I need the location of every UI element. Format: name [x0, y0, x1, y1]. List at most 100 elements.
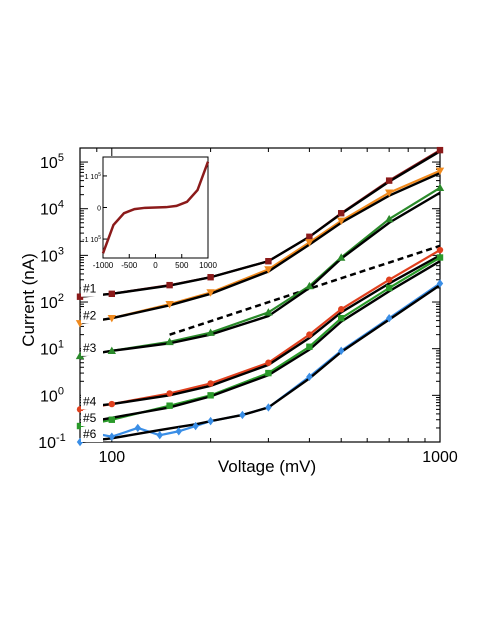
- data-point: [306, 331, 313, 338]
- data-point: [175, 427, 182, 436]
- data-point: [385, 314, 393, 323]
- series-fit-line: [79, 284, 441, 444]
- series-fit-line: [79, 191, 441, 358]
- data-point: [385, 284, 393, 292]
- data-point: [338, 306, 345, 313]
- data-point: [206, 328, 215, 336]
- data-point: [207, 274, 214, 281]
- data-point: [264, 266, 273, 274]
- data-point: [166, 281, 173, 289]
- data-point: [436, 246, 444, 254]
- series-5: [76, 254, 444, 430]
- data-point: [265, 257, 272, 265]
- inset-y-tick-label: -1 105: [82, 235, 101, 244]
- inset-chart: -1000 -500 0 500 1000 1 105 0 -1 105: [82, 156, 217, 270]
- inset-x-tick-label: 1000: [199, 261, 217, 270]
- data-point: [156, 430, 163, 440]
- data-point: [207, 392, 214, 399]
- data-point: [108, 400, 116, 408]
- data-point: [207, 380, 214, 387]
- data-point: [306, 343, 313, 350]
- series-label: #5: [83, 411, 97, 425]
- data-point: [435, 167, 445, 175]
- y-axis-label: Current (nA): [19, 253, 38, 347]
- x-tick-label: 1000: [422, 449, 458, 466]
- data-point: [107, 315, 117, 323]
- data-point: [239, 410, 246, 420]
- y-tick-label: 104: [40, 199, 64, 219]
- data-point: [192, 421, 199, 431]
- inset-x-tick-label: 500: [175, 261, 189, 270]
- data-point: [306, 372, 313, 381]
- series-1: [76, 146, 444, 300]
- x-axis-label: Voltage (mV): [218, 457, 316, 476]
- data-point: [107, 346, 117, 355]
- y-tick-label: 101: [40, 339, 64, 359]
- data-point: [384, 189, 394, 197]
- series-label-background: [81, 394, 103, 410]
- y-tick-label: 105: [40, 152, 64, 172]
- series-label-background: [81, 411, 103, 427]
- inset-x-tick-label: -500: [121, 261, 138, 270]
- series-label: #4: [83, 394, 97, 408]
- series-label-group: #1 #2 #3 #4 #5 #6: [81, 281, 103, 442]
- series-label-background: [81, 308, 103, 324]
- series-4: [76, 246, 444, 413]
- data-point: [338, 315, 345, 322]
- data-point: [385, 276, 393, 283]
- inset-curve: [101, 161, 210, 254]
- series-6: [76, 279, 444, 447]
- y-tick-label: 102: [40, 292, 64, 312]
- series-label: #1: [83, 282, 97, 296]
- data-point: [108, 432, 116, 441]
- data-point: [207, 416, 214, 426]
- y-tick-label: 10-1: [38, 432, 66, 452]
- main-series-group: [75, 146, 445, 447]
- series-label-background: [81, 281, 103, 297]
- data-point: [338, 210, 345, 217]
- series-label-background: [81, 340, 103, 356]
- data-point: [75, 351, 85, 360]
- data-point: [385, 177, 393, 184]
- data-point: [338, 346, 345, 356]
- data-point: [265, 359, 272, 366]
- data-point: [264, 308, 273, 316]
- data-point: [305, 281, 314, 290]
- data-point: [265, 369, 272, 377]
- data-point: [265, 403, 272, 412]
- y-tick-label: 100: [40, 385, 64, 405]
- data-point: [165, 300, 174, 309]
- data-point: [76, 422, 84, 430]
- data-point: [165, 337, 174, 346]
- data-point: [305, 239, 314, 247]
- series-label: #2: [83, 308, 97, 322]
- inset-y-tick-label: 0: [97, 206, 101, 213]
- series-3: [75, 183, 445, 360]
- data-point: [108, 290, 116, 298]
- data-point: [206, 289, 215, 297]
- series-label-background: [81, 427, 103, 442]
- data-point: [306, 233, 313, 240]
- data-point: [108, 416, 116, 423]
- inset-x-tick-label: 0: [153, 261, 158, 270]
- data-point: [384, 214, 394, 223]
- data-point: [76, 293, 84, 300]
- inset-y-tick-label: 1 105: [85, 172, 102, 181]
- x-tick-label: 100: [98, 449, 125, 466]
- data-point: [436, 146, 444, 154]
- data-point: [337, 217, 346, 226]
- data-point: [436, 279, 444, 288]
- data-point: [435, 183, 445, 192]
- y-tick-label: 103: [40, 245, 64, 265]
- data-point: [134, 423, 141, 433]
- series-2: [75, 167, 445, 328]
- data-point: [436, 254, 444, 261]
- series-data-line: [79, 282, 441, 443]
- series-label: #6: [83, 427, 97, 441]
- data-point: [166, 390, 173, 397]
- data-point: [337, 253, 346, 261]
- series-label: #3: [83, 341, 97, 355]
- series-fit-line: [79, 254, 441, 409]
- data-point: [166, 402, 173, 409]
